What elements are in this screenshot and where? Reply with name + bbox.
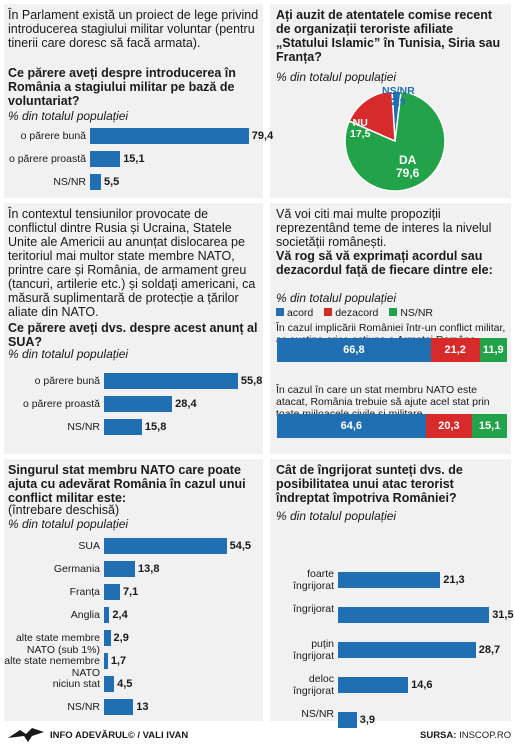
bar bbox=[338, 712, 357, 728]
bar-label: o părere bună bbox=[34, 375, 100, 387]
stack-segment-1: 21,2 bbox=[430, 338, 480, 362]
bar bbox=[104, 538, 227, 554]
bar-label: o părere proastă bbox=[22, 398, 100, 410]
bar-value: 31,5 bbox=[492, 609, 514, 621]
bar-label: alte state membre NATO (sub 1%) bbox=[15, 632, 100, 656]
bar-label: NS/NR bbox=[67, 421, 100, 433]
p1-intro: În Parlament există un proiect de lege p… bbox=[8, 8, 259, 50]
p3-subtitle: % din totalul populației bbox=[8, 347, 129, 361]
pie-chart-atentate bbox=[344, 90, 446, 192]
bar-value: 79,4 bbox=[251, 130, 274, 142]
bar-label: puțin îngrijorat bbox=[293, 638, 334, 662]
bar-value: 54,5 bbox=[229, 540, 252, 552]
bar-label: NS/NR bbox=[53, 176, 86, 188]
panel-acord bbox=[270, 203, 511, 454]
bar bbox=[338, 642, 476, 658]
bar bbox=[104, 630, 111, 646]
bar-label: Germania bbox=[53, 563, 100, 575]
bar-value: 13 bbox=[136, 701, 149, 713]
bar-label: NS/NR bbox=[67, 701, 100, 713]
bar-value: 2,4 bbox=[112, 609, 128, 621]
p3-intro: În contextul tensiunilor provocate de co… bbox=[8, 207, 256, 319]
p4-intro: Vă voi citi mai multe propoziții repreze… bbox=[276, 207, 492, 249]
stacked-bar: 66,8 21,2 11,9 bbox=[277, 338, 507, 362]
bar bbox=[338, 607, 490, 623]
bar bbox=[104, 561, 136, 577]
legend-dezacord: dezacord bbox=[324, 307, 378, 319]
bar bbox=[338, 677, 409, 693]
p4-question: Vă rog să vă exprimați acordul sau dezac… bbox=[276, 249, 493, 277]
bar-value: 1,7 bbox=[110, 655, 127, 667]
panel-anunt-sua bbox=[4, 203, 263, 454]
p5-note: (întrebare deschisă) bbox=[8, 503, 120, 517]
bar-label: foarte îngrijorat bbox=[293, 568, 334, 592]
p6-subtitle: % din totalul populației bbox=[276, 509, 397, 523]
bar bbox=[338, 572, 441, 588]
bar bbox=[104, 699, 134, 715]
bar-value: 21,3 bbox=[443, 574, 465, 586]
bar-label: o părere bună bbox=[20, 130, 86, 142]
stack-segment-2: 11,9 bbox=[479, 338, 507, 362]
bar bbox=[104, 419, 142, 435]
bar bbox=[90, 174, 101, 190]
bar-value: 14,6 bbox=[411, 679, 433, 691]
p5-question: Singurul stat membru NATO care poate aju… bbox=[8, 463, 246, 505]
p1-subtitle: % din totalul populației bbox=[8, 109, 129, 123]
stack-segment-1: 20,3 bbox=[425, 414, 473, 438]
stack-segment-0: 64,6 bbox=[277, 414, 426, 438]
bar-label: o părere proastă bbox=[8, 153, 86, 165]
bar-value: 55,8 bbox=[240, 375, 263, 387]
bar bbox=[104, 373, 238, 389]
bar-value: 2,9 bbox=[113, 632, 129, 644]
p6-question: Cât de îngrijorat sunteți dvs. de posibi… bbox=[276, 463, 463, 505]
eagle-logo-icon bbox=[8, 728, 44, 742]
bar-value: 15,8 bbox=[144, 421, 167, 433]
bar-value: 15,1 bbox=[123, 153, 145, 165]
bar-value: 4,5 bbox=[117, 678, 133, 690]
bar bbox=[104, 653, 108, 669]
bar bbox=[104, 676, 115, 692]
bar-value: 13,8 bbox=[138, 563, 160, 575]
bar-value: 5,5 bbox=[104, 176, 120, 188]
bar-label: alte state nemembre NATO bbox=[4, 655, 100, 679]
bar-label: Franța bbox=[69, 586, 100, 598]
legend-acord: acord bbox=[276, 307, 313, 319]
p3-question: Ce părere aveți dvs. despre acest anunț … bbox=[8, 321, 258, 349]
bar-value: 7,1 bbox=[122, 586, 139, 598]
footer-source: SURSA: INSCOP.RO bbox=[420, 730, 512, 741]
stack-segment-2: 15,1 bbox=[472, 414, 507, 438]
stacked-bar: 64,6 20,3 15,1 bbox=[277, 414, 507, 438]
panel-stagiu-militar bbox=[4, 4, 263, 198]
bar bbox=[104, 607, 110, 623]
pie-label-da: DA 79,6 bbox=[396, 153, 420, 180]
bar bbox=[104, 396, 173, 412]
bar-label: SUA bbox=[78, 540, 100, 552]
bar bbox=[90, 128, 249, 144]
stack-segment-0: 66,8 bbox=[277, 338, 431, 362]
bar-label: Anglia bbox=[70, 609, 100, 621]
pie-label-nu: NU 17,5 bbox=[350, 117, 371, 140]
legend-nsnr: NS/NR bbox=[389, 307, 433, 319]
bar-label: îngrijorat bbox=[293, 603, 334, 615]
p4-subtitle: % din totalul populației bbox=[276, 291, 397, 305]
panel-stat-nato bbox=[4, 459, 263, 721]
pie-label-nsnr: NS/NR 2,9 bbox=[382, 85, 415, 108]
p5-subtitle: % din totalul populației bbox=[8, 517, 129, 531]
footer-credit: INFO ADEVĂRUL© / VALI IVAN bbox=[50, 730, 189, 741]
p2-question: Ați auzit de atentatele comise recent de… bbox=[276, 8, 501, 64]
p1-question: Ce părere aveți despre introducerea în R… bbox=[8, 66, 236, 108]
bar bbox=[90, 151, 121, 167]
p2-subtitle: % din totalul populației bbox=[276, 70, 397, 84]
bar-label: NS/NR bbox=[301, 708, 334, 720]
bar-value: 3,9 bbox=[359, 714, 376, 726]
pie-slice-nu bbox=[348, 90, 396, 143]
bar bbox=[104, 584, 120, 600]
bar-value: 28,7 bbox=[478, 644, 501, 656]
bar-label: niciun stat bbox=[52, 678, 100, 690]
bar-value: 28,4 bbox=[175, 398, 197, 410]
bar-label: deloc îngrijorat bbox=[293, 673, 334, 697]
legend: acord dezacord NS/NR bbox=[276, 306, 433, 320]
